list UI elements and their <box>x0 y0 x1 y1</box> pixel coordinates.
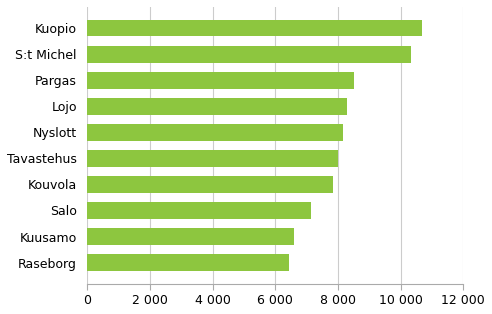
Bar <box>87 124 342 141</box>
Bar <box>87 46 411 62</box>
Bar <box>87 150 338 167</box>
Bar <box>87 176 333 193</box>
Bar <box>87 228 294 245</box>
Bar <box>87 202 311 219</box>
Bar <box>87 254 289 271</box>
Bar <box>87 72 354 89</box>
Bar <box>87 98 347 115</box>
Bar <box>87 19 423 36</box>
